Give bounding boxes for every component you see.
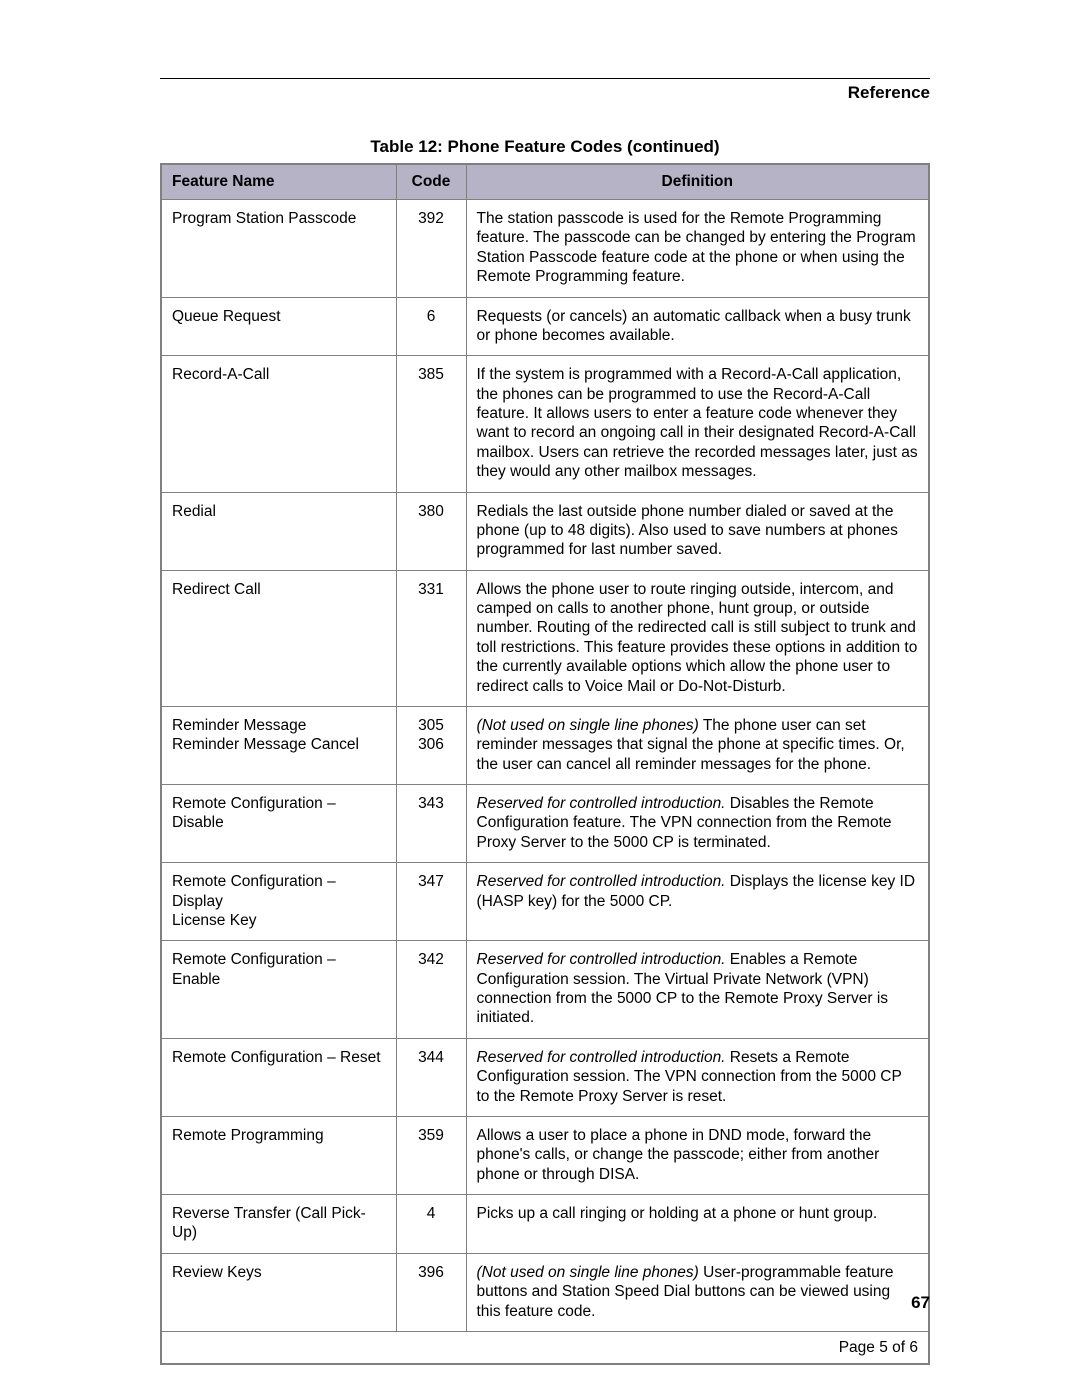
cell-feature-name: Reverse Transfer (Call Pick-Up) — [161, 1195, 396, 1254]
cell-definition: The station passcode is used for the Rem… — [466, 200, 929, 298]
cell-feature-name: Remote Configuration – Reset — [161, 1038, 396, 1116]
cell-definition: Redials the last outside phone number di… — [466, 492, 929, 570]
cell-code: 359 — [396, 1116, 466, 1194]
cell-feature-name: Redirect Call — [161, 570, 396, 706]
cell-definition: If the system is programmed with a Recor… — [466, 356, 929, 492]
header-section-title: Reference — [160, 83, 930, 103]
table-row: Queue Request 6 Requests (or cancels) an… — [161, 297, 929, 356]
cell-feature-name: Redial — [161, 492, 396, 570]
col-header-name: Feature Name — [161, 164, 396, 200]
cell-feature-name: Program Station Passcode — [161, 200, 396, 298]
table-row: Remote Configuration – Enable 342 Reserv… — [161, 941, 929, 1039]
cell-code: 342 — [396, 941, 466, 1039]
header-rule — [160, 78, 930, 79]
col-header-definition: Definition — [466, 164, 929, 200]
table-row: Remote Configuration – Reset 344 Reserve… — [161, 1038, 929, 1116]
feature-name-line2: Reminder Message Cancel — [172, 736, 359, 753]
page-number: 67 — [911, 1293, 930, 1313]
cell-feature-name: Remote Configuration – Display License K… — [161, 863, 396, 941]
table-caption: Table 12: Phone Feature Codes (continued… — [160, 137, 930, 157]
definition-italic: Reserved for controlled introduction. — [477, 951, 726, 968]
cell-feature-name: Queue Request — [161, 297, 396, 356]
cell-code: 343 — [396, 785, 466, 863]
table-row: Remote Configuration – Disable 343 Reser… — [161, 785, 929, 863]
table-row: Remote Configuration – Display License K… — [161, 863, 929, 941]
cell-code: 380 — [396, 492, 466, 570]
cell-code: 396 — [396, 1253, 466, 1331]
cell-code: 347 — [396, 863, 466, 941]
cell-definition: Picks up a call ringing or holding at a … — [466, 1195, 929, 1254]
cell-code: 385 — [396, 356, 466, 492]
page: Reference Table 12: Phone Feature Codes … — [0, 0, 1080, 1397]
cell-code: 392 — [396, 200, 466, 298]
table-row: Reminder Message Reminder Message Cancel… — [161, 706, 929, 784]
definition-italic: Reserved for controlled introduction. — [477, 873, 726, 890]
cell-definition: Reserved for controlled introduction. Di… — [466, 863, 929, 941]
table-row: Reverse Transfer (Call Pick-Up) 4 Picks … — [161, 1195, 929, 1254]
definition-italic: Reserved for controlled introduction. — [477, 795, 726, 812]
cell-definition: (Not used on single line phones) The pho… — [466, 706, 929, 784]
table-row: Redirect Call 331 Allows the phone user … — [161, 570, 929, 706]
table-pager-cell: Page 5 of 6 — [161, 1331, 929, 1364]
cell-definition: Allows the phone user to route ringing o… — [466, 570, 929, 706]
cell-feature-name: Reminder Message Reminder Message Cancel — [161, 706, 396, 784]
col-header-code: Code — [396, 164, 466, 200]
table-row: Remote Programming 359 Allows a user to … — [161, 1116, 929, 1194]
feature-name-line2: License Key — [172, 912, 256, 929]
cell-code: 6 — [396, 297, 466, 356]
cell-code: 305 306 — [396, 706, 466, 784]
code-line2: 306 — [418, 736, 444, 753]
cell-definition: Reserved for controlled introduction. En… — [466, 941, 929, 1039]
cell-feature-name: Record-A-Call — [161, 356, 396, 492]
cell-definition: (Not used on single line phones) User-pr… — [466, 1253, 929, 1331]
code-line1: 305 — [418, 717, 444, 734]
feature-name-line1: Remote Configuration – Display — [172, 873, 336, 909]
definition-italic: Reserved for controlled introduction. — [477, 1049, 726, 1066]
table-row: Program Station Passcode 392 The station… — [161, 200, 929, 298]
table-header-row: Feature Name Code Definition — [161, 164, 929, 200]
cell-definition: Reserved for controlled introduction. Di… — [466, 785, 929, 863]
cell-feature-name: Remote Configuration – Enable — [161, 941, 396, 1039]
cell-definition: Requests (or cancels) an automatic callb… — [466, 297, 929, 356]
cell-feature-name: Remote Programming — [161, 1116, 396, 1194]
definition-italic: (Not used on single line phones) — [477, 717, 699, 734]
feature-name-line1: Reminder Message — [172, 717, 306, 734]
cell-code: 344 — [396, 1038, 466, 1116]
table-row: Review Keys 396 (Not used on single line… — [161, 1253, 929, 1331]
definition-italic: (Not used on single line phones) — [477, 1264, 699, 1281]
table-pager-row: Page 5 of 6 — [161, 1331, 929, 1364]
cell-feature-name: Review Keys — [161, 1253, 396, 1331]
cell-code: 331 — [396, 570, 466, 706]
cell-code: 4 — [396, 1195, 466, 1254]
table-row: Redial 380 Redials the last outside phon… — [161, 492, 929, 570]
cell-definition: Allows a user to place a phone in DND mo… — [466, 1116, 929, 1194]
cell-feature-name: Remote Configuration – Disable — [161, 785, 396, 863]
cell-definition: Reserved for controlled introduction. Re… — [466, 1038, 929, 1116]
feature-codes-table: Feature Name Code Definition Program Sta… — [160, 163, 930, 1365]
table-row: Record-A-Call 385 If the system is progr… — [161, 356, 929, 492]
